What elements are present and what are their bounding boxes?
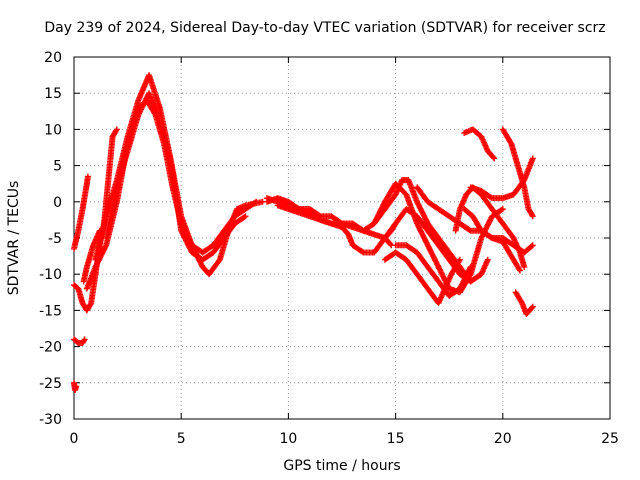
data-point xyxy=(456,256,463,263)
series-track-19 xyxy=(499,126,536,220)
data-point xyxy=(516,267,523,274)
series-track-18 xyxy=(461,126,498,162)
data-point xyxy=(359,248,366,255)
y-tick-label: 15 xyxy=(44,86,62,102)
y-tick-label: -5 xyxy=(48,231,62,247)
data-point xyxy=(73,383,80,390)
series-track-13 xyxy=(381,249,463,307)
x-tick-label: 15 xyxy=(387,431,405,447)
data-point xyxy=(81,337,88,344)
data-point xyxy=(113,127,120,134)
data-point xyxy=(528,243,535,250)
series-track-16 xyxy=(452,184,528,270)
x-tick-label: 25 xyxy=(601,431,619,447)
data-point xyxy=(529,242,536,249)
data-point xyxy=(81,336,88,343)
data-point xyxy=(490,154,497,161)
data-point xyxy=(456,258,463,265)
series-track-20 xyxy=(461,206,523,274)
series-track-22 xyxy=(80,227,103,285)
data-point xyxy=(498,206,505,213)
y-tick-label: -10 xyxy=(39,267,62,283)
axis-ticks: 0 5 10 15 20 25 -30 -25 -20 -15 -10 -5 0 5 10 15 20 xyxy=(39,50,619,447)
data-point xyxy=(529,213,536,220)
data-point xyxy=(84,173,91,180)
series-track-3 xyxy=(71,336,88,346)
data-point xyxy=(96,227,103,234)
data-point xyxy=(484,256,491,263)
data-point xyxy=(467,263,474,270)
chart-title: Day 239 of 2024, Sidereal Day-to-day VTE… xyxy=(44,20,605,36)
x-tick-label: 0 xyxy=(70,431,79,447)
data-point xyxy=(499,206,506,213)
x-tick-label: 10 xyxy=(279,431,297,447)
series-track-14 xyxy=(392,242,474,299)
y-tick-label: -30 xyxy=(39,412,62,428)
data-point xyxy=(242,213,249,220)
series-track-10 xyxy=(263,177,474,285)
y-tick-label: 5 xyxy=(53,159,62,175)
x-tick-label: 20 xyxy=(494,431,512,447)
grid xyxy=(74,57,610,419)
data-point xyxy=(521,263,528,270)
x-axis-label: GPS time / hours xyxy=(283,458,400,474)
data-point xyxy=(529,212,536,219)
y-tick-label: 20 xyxy=(44,50,62,66)
y-tick-label: -25 xyxy=(39,376,62,392)
data-point xyxy=(466,226,473,233)
data-point xyxy=(529,155,536,162)
data-point xyxy=(113,126,120,133)
data-point xyxy=(215,257,222,264)
x-tick-label: 5 xyxy=(177,431,186,447)
data-point xyxy=(87,301,94,308)
data-point xyxy=(491,155,498,162)
series-track-7 xyxy=(103,90,249,263)
y-tick-label: -20 xyxy=(39,340,62,356)
data-point xyxy=(241,214,248,221)
y-axis-label: SDTVAR / TECUs xyxy=(6,181,22,296)
series-track-21 xyxy=(512,289,536,318)
data-point xyxy=(387,241,394,248)
data-point xyxy=(529,303,536,310)
series-track-4 xyxy=(71,379,80,394)
series-track-1 xyxy=(71,173,91,252)
y-tick-label: -15 xyxy=(39,303,62,319)
data-point xyxy=(507,139,514,146)
y-tick-label: 10 xyxy=(44,122,62,138)
data-point xyxy=(528,304,535,311)
series-track-12 xyxy=(371,180,506,296)
data-point xyxy=(487,194,494,201)
data-points xyxy=(71,72,536,394)
y-tick-label: 0 xyxy=(53,195,62,211)
